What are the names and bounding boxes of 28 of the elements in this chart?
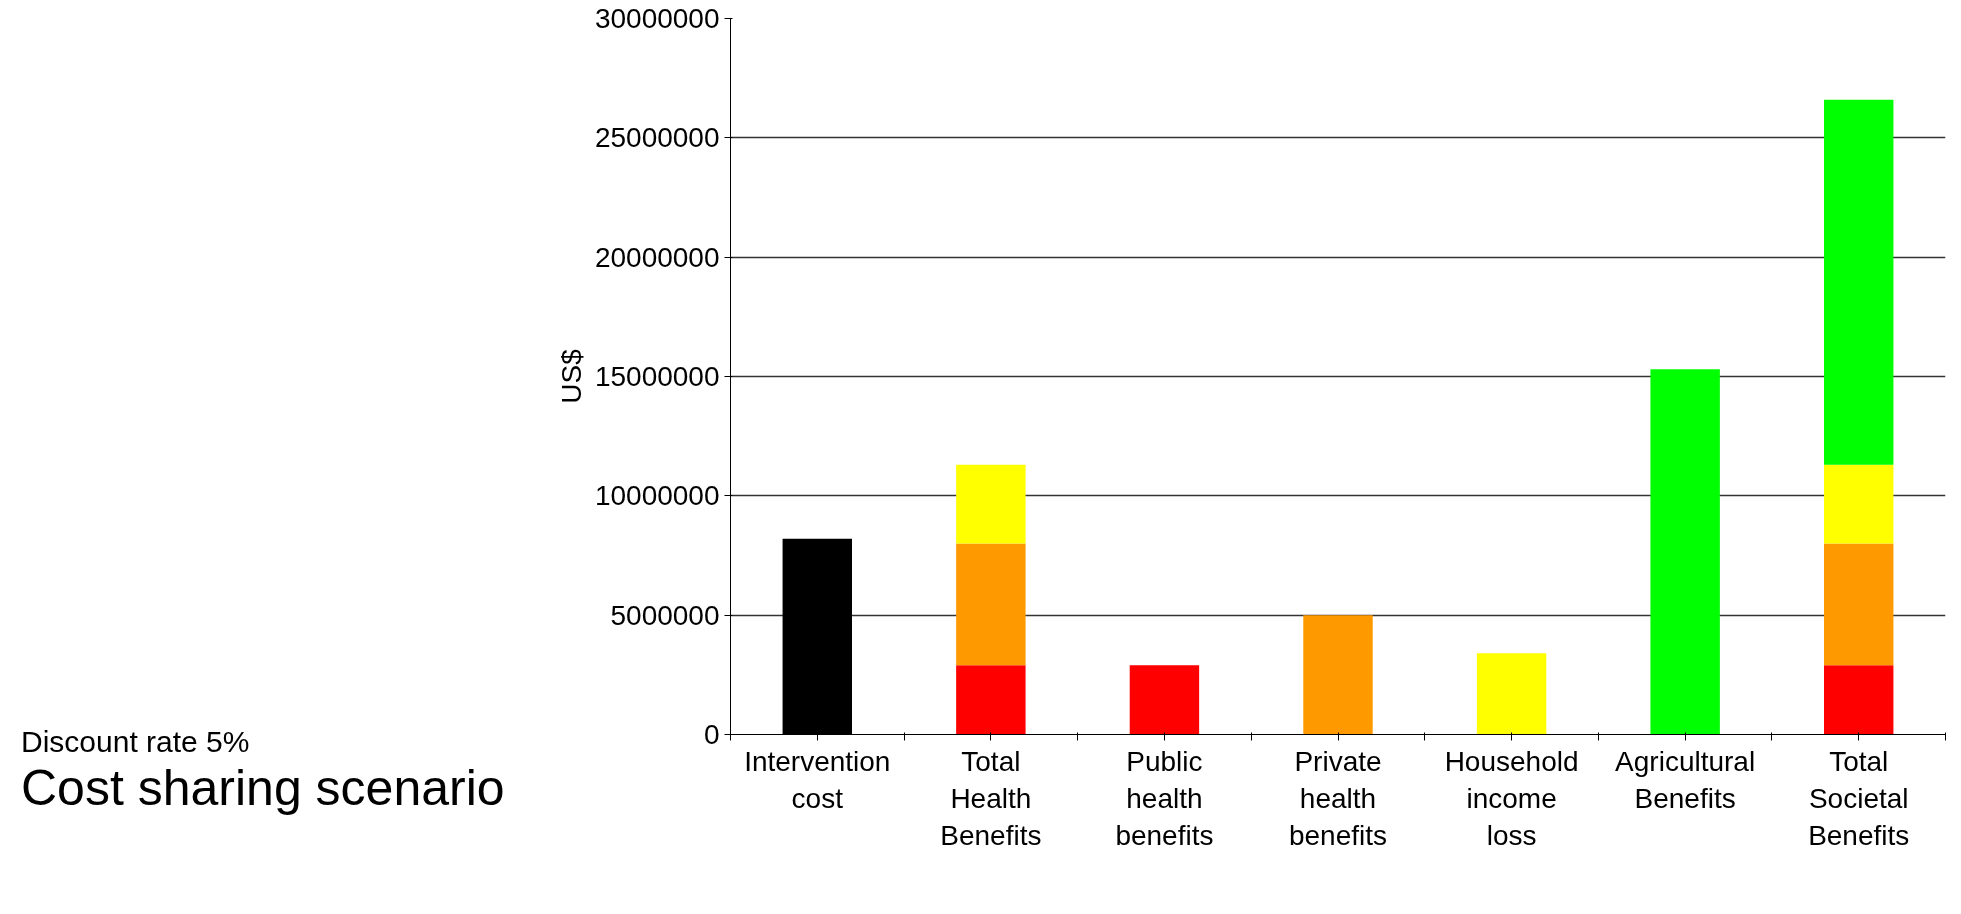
y-tick-label: 30000000 (594, 3, 720, 34)
y-tick-label: 5000000 (610, 599, 720, 631)
text: Cost sharing scenario (21, 759, 505, 817)
x-tick-label: Public health benefits (1115, 745, 1214, 851)
y-axis-title: US$ (555, 348, 587, 404)
bar (1303, 615, 1373, 735)
bar (1824, 99, 1894, 465)
y-tick-label: 25000000 (594, 122, 720, 154)
text: Discount rate 5% (21, 725, 251, 759)
y-tick-label: 10000000 (594, 480, 720, 512)
bar (1824, 665, 1894, 735)
bar (956, 665, 1026, 735)
y-tick-label: 15000000 (594, 361, 720, 392)
y-tick-label: 0 (703, 719, 720, 750)
y-tick-label: 20000000 (594, 241, 720, 273)
bar (1129, 665, 1200, 735)
bar (1650, 369, 1720, 735)
x-tick-label: Household income loss (1444, 745, 1579, 851)
x-tick-label: Total Health Benefits (940, 745, 1042, 851)
x-tick-label: Intervention cost (744, 745, 891, 814)
x-tick-label: Agricultural Benefits (1615, 745, 1756, 814)
bar (1824, 543, 1894, 666)
x-tick-label: Total Societal Benefits (1808, 745, 1910, 851)
bar (1824, 464, 1894, 544)
x-tick-label: Private health benefits (1288, 745, 1388, 851)
bar (1476, 653, 1547, 735)
bar (956, 464, 1026, 544)
bar (956, 543, 1026, 666)
